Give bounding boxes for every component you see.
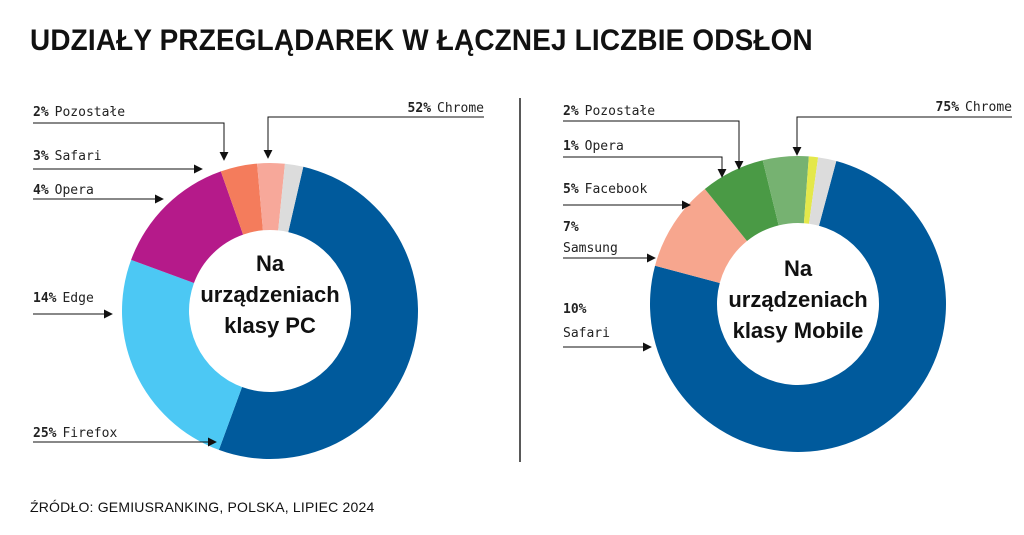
mobile-label-chrome: 75% Chrome (792, 100, 1013, 156)
mobile-label-samsung: 7% Samsung (563, 220, 656, 263)
mobile-slice-safari (655, 188, 748, 284)
pc-value-category-label: 3% Safari (33, 149, 102, 164)
pc-label-pozostale: 2% Pozostałe (33, 105, 229, 161)
mobile-value-label: 10% (563, 302, 587, 317)
pc-slice-chrome (218, 166, 418, 460)
pc-label-firefox: 25% Firefox (33, 426, 217, 447)
mobile-slice-chrome (650, 161, 946, 453)
pc-value-category-label: 25% Firefox (33, 426, 117, 441)
mobile-leader-arrow (563, 156, 727, 178)
pc-slice-safari (257, 163, 285, 231)
pc-center-label-line: klasy PC (224, 313, 316, 338)
mobile-value-label: 7% (563, 220, 579, 235)
pc-value-category-label: 52% Chrome (408, 101, 485, 116)
pc-label-edge: 14% Edge (33, 291, 113, 319)
pc-slice-firefox (122, 259, 243, 450)
mobile-slice-pozostale (808, 157, 837, 226)
pc-slice-edge (131, 171, 244, 284)
chart-title: UDZIAŁY PRZEGLĄDAREK W ŁĄCZNEJ LICZBIE O… (30, 24, 813, 57)
mobile-value-category-label: 2% Pozostałe (563, 104, 655, 119)
pc-value-category-label: 4% Opera (33, 183, 94, 198)
mobile-center-label-line: Na (784, 256, 813, 281)
mobile-slice-samsung (704, 160, 779, 242)
pc-donut: Na urządzeniach klasy PC 52% Chrome 25% Firefo… (33, 101, 485, 460)
mobile-center-label-line: klasy Mobile (733, 318, 864, 343)
pc-label-opera: 4% Opera (33, 183, 164, 204)
pc-label-safari: 3% Safari (33, 149, 203, 174)
mobile-value-category-label: 75% Chrome (936, 100, 1013, 115)
mobile-category-label: Samsung (563, 241, 618, 256)
pc-value-category-label: 2% Pozostałe (33, 105, 125, 120)
pc-center-label-line: Na (256, 251, 285, 276)
mobile-center-label-line: urządzeniach (728, 287, 867, 312)
mobile-slice-opera (803, 156, 819, 224)
pc-value-category-label: 14% Edge (33, 291, 94, 306)
pc-slice-opera (220, 163, 263, 235)
mobile-leader-arrow (792, 116, 1012, 156)
mobile-value-category-label: 1% Opera (563, 139, 624, 154)
mobile-category-label: Safari (563, 326, 610, 341)
mobile-label-safari: 10% Safari (563, 302, 652, 352)
mobile-value-category-label: 5% Facebook (563, 182, 647, 197)
mobile-donut: Na urządzeniach klasy Mobile 75% Chrome 10% Sa… (563, 100, 1013, 453)
mobile-leader-arrow (563, 120, 744, 170)
pc-leader-arrow (33, 122, 229, 161)
mobile-label-opera: 1% Opera (563, 139, 727, 178)
mobile-label-facebook: 5% Facebook (563, 182, 691, 210)
mobile-slice-facebook (762, 156, 809, 226)
mobile-label-pozostale: 2% Pozostałe (563, 104, 744, 170)
pc-label-chrome: 52% Chrome (263, 101, 485, 159)
pc-leader-arrow (263, 116, 484, 159)
source-note: ŹRÓDŁO: GEMIUSRANKING, POLSKA, LIPIEC 20… (30, 499, 375, 515)
pc-center-label-line: urządzeniach (200, 282, 339, 307)
pc-slice-pozostale (278, 163, 304, 233)
